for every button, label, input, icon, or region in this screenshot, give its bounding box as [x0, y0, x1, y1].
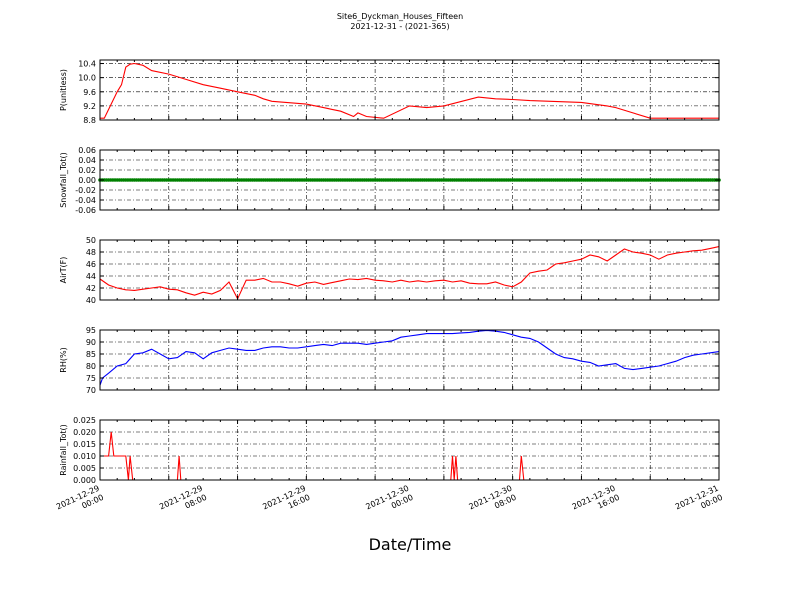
y-tick-label: 0.020: [73, 428, 96, 437]
y-tick-label: 0.04: [78, 156, 96, 165]
y-axis-label: P(unitless): [59, 69, 68, 111]
x-tick-label: 2021-12-3008:00: [468, 484, 518, 521]
y-tick-label: 0.02: [78, 166, 96, 175]
y-axis-label: Snowfall_Tot(): [59, 152, 68, 208]
panel-frame: [99, 329, 720, 391]
y-tick-label: 44: [86, 272, 96, 281]
y-tick-label: 95: [86, 326, 96, 335]
y-tick-label: 9.2: [83, 102, 96, 111]
y-tick-label: 85: [86, 350, 96, 359]
y-tick-label: 90: [86, 338, 96, 347]
x-tick-label: 2021-12-3016:00: [571, 484, 621, 521]
y-tick-label: 0.00: [78, 176, 96, 185]
x-axis-label: Date/Time: [369, 535, 452, 554]
y-axis-label: RH(%): [59, 347, 68, 372]
y-tick-label: 8.8: [83, 116, 96, 125]
x-tick-label: 2021-12-3000:00: [364, 484, 414, 521]
y-tick-label: 80: [86, 362, 96, 371]
panel-4: 70 75 80 85 90 95 RH(%): [59, 326, 720, 395]
y-tick-label: 0.015: [73, 440, 96, 449]
panel-5: 0.000 0.005 0.010 0.015 0.020 0.025 Rainfall_T…: [59, 416, 720, 485]
y-tick-label: 42: [86, 284, 96, 293]
x-tick-label: 2021-12-2900:00: [55, 484, 105, 521]
y-tick-label: 0.010: [73, 452, 96, 461]
y-axis-label: AirT(F): [59, 257, 68, 284]
y-tick-label: 50: [86, 236, 96, 245]
y-tick-label: 0.06: [78, 146, 96, 155]
y-tick-label: 40: [86, 296, 96, 305]
panel-1: 8.8 9.2 9.6 10.0 10.4 P(unitless): [59, 59, 720, 125]
y-tick-label: 10.4: [78, 60, 96, 69]
y-tick-label: -0.04: [75, 196, 96, 205]
x-tick-label: 2021-12-3100:00: [674, 484, 724, 521]
panel-2: -0.06-0.04-0.020.000.020.040.06 Snowfall_…: [59, 146, 721, 215]
y-tick-label: -0.02: [75, 186, 96, 195]
panel-3: 40 42 44 46 48 50 AirT(F): [59, 236, 720, 305]
panel-frame: [99, 419, 720, 481]
y-tick-label: 48: [86, 248, 96, 257]
series-line-3: [99, 246, 720, 301]
y-tick-label: 0.025: [73, 416, 96, 425]
y-tick-label: 10.0: [78, 74, 96, 83]
x-tick-label: 2021-12-2908:00: [158, 484, 208, 521]
figure-subtitle: 2021-12-31 - (2021-365): [350, 22, 449, 31]
y-tick-label: -0.06: [75, 206, 96, 215]
y-axis-label: Rainfall_Tot(): [59, 424, 68, 476]
y-tick-label: 70: [86, 386, 96, 395]
y-tick-label: 46: [86, 260, 96, 269]
series-line-4: [99, 329, 720, 386]
x-tick-label: 2021-12-2916:00: [261, 484, 311, 521]
y-tick-label: 0.005: [73, 464, 96, 473]
panel-frame: [99, 239, 720, 301]
figure-title: Site6_Dyckman_Houses_Fifteen: [337, 12, 463, 21]
series-line-1: [100, 62, 719, 119]
y-tick-label: 9.6: [83, 88, 96, 97]
y-tick-label: 75: [86, 374, 96, 383]
y-tick-label: 0.000: [73, 476, 96, 485]
